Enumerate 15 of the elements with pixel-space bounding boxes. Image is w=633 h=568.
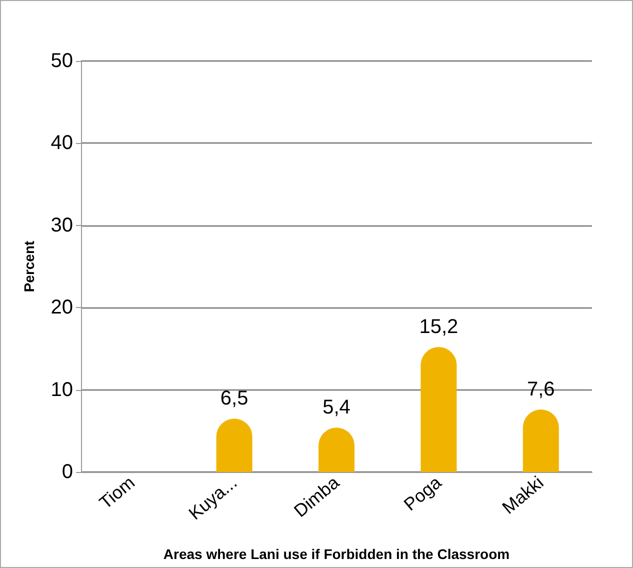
bar	[420, 347, 457, 472]
data-label: 5,4	[322, 396, 350, 419]
y-tick-label: 20	[50, 296, 73, 319]
y-tick-label: 50	[50, 50, 73, 72]
data-label: 6,5	[220, 388, 248, 410]
x-axis-title: Areas where Lani use if Forbidden in the Classroom	[163, 546, 510, 562]
y-tick-label: 30	[50, 214, 73, 236]
x-tick-label: Tiom	[96, 472, 139, 513]
y-tick-label: 0	[62, 461, 73, 483]
y-axis-title: Percent	[21, 240, 37, 292]
data-label: 7,6	[526, 378, 555, 401]
data-label: 15,2	[419, 316, 458, 338]
y-tick-label: 10	[50, 378, 73, 401]
y-tick-label: 40	[50, 132, 73, 154]
bar	[522, 410, 559, 472]
